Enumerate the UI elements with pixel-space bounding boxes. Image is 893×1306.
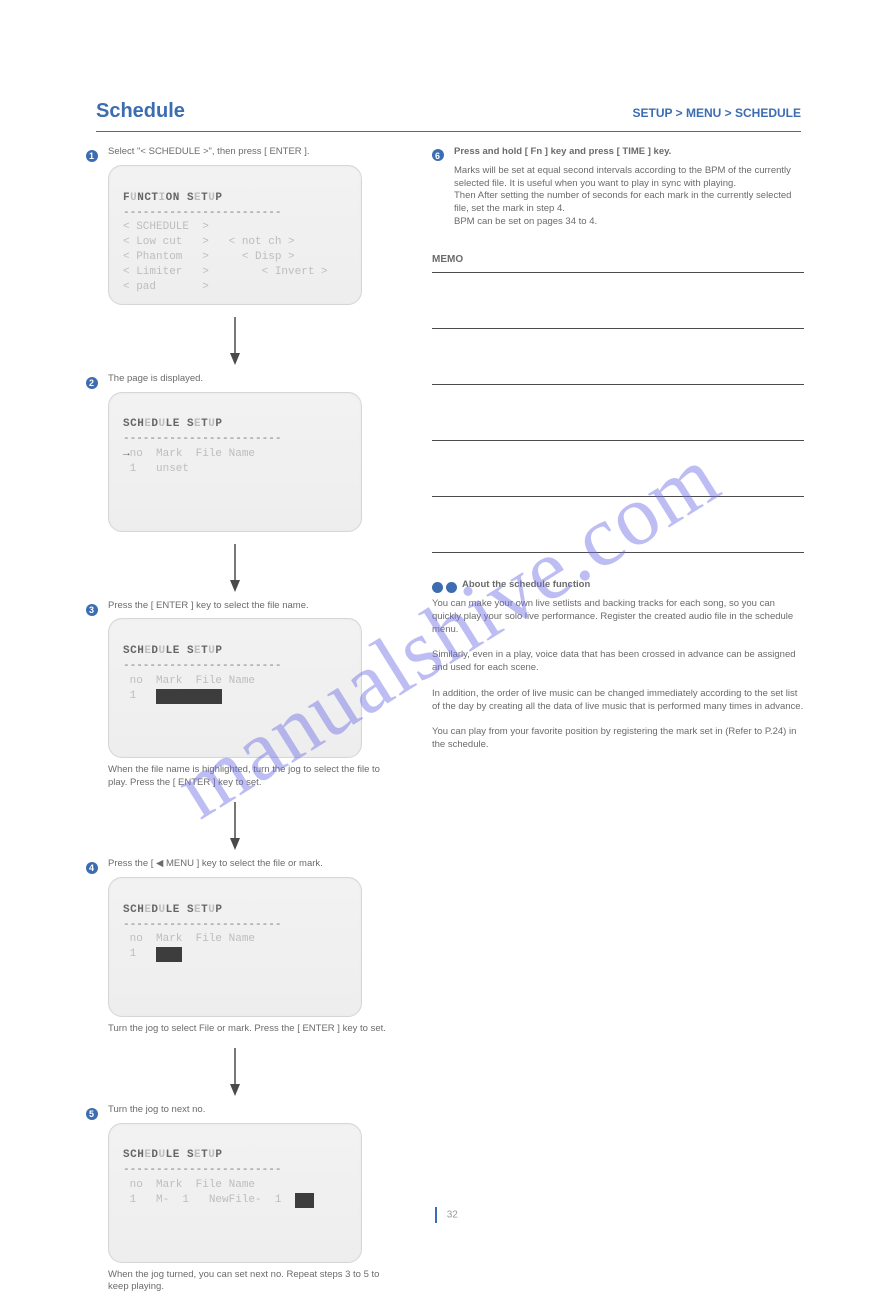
step-6: 6 Press and hold [ Fn ] key and press [ … (432, 146, 804, 229)
page-number: 32 (447, 1209, 458, 1220)
step-text-bottom: When the file name is highlighted, turn … (108, 764, 386, 790)
left-column: 1 Select "< SCHEDULE >", then press [ EN… (86, 146, 386, 1306)
lcd-screen-4: SCHEDULE SETUP ------------------------ … (108, 877, 362, 1017)
step-text: Press and hold [ Fn ] key and press [ TI… (454, 146, 804, 159)
lcd-screen-2: SCHEDULE SETUP ------------------------ … (108, 392, 362, 532)
lcd-screen-3: SCHEDULE SETUP ------------------------ … (108, 618, 362, 758)
page-header: Schedule SETUP > MENU > SCHEDULE (96, 98, 801, 132)
memo-line (432, 440, 804, 496)
step-1: 1 Select "< SCHEDULE >", then press [ EN… (86, 146, 386, 305)
breadcrumb: SETUP > MENU > SCHEDULE (633, 105, 801, 121)
memo-label: MEMO (432, 253, 804, 267)
step-number: 4 (89, 862, 94, 874)
flow-arrow (108, 544, 362, 600)
step-number: 6 (435, 150, 440, 162)
flow-arrow (108, 802, 362, 858)
memo-line (432, 272, 804, 328)
step-2: 2 The page is displayed. SCHEDULE SETUP … (86, 373, 386, 532)
memo-line (432, 384, 804, 440)
lcd-screen-5: SCHEDULE SETUP ------------------------ … (108, 1123, 362, 1263)
right-column: 6 Press and hold [ Fn ] key and press [ … (432, 146, 804, 764)
flow-arrow (108, 1048, 362, 1104)
highlighted-field: PLY (295, 1193, 315, 1208)
highlighted-field: NewFile-01 (156, 689, 222, 704)
memo-line (432, 328, 804, 384)
step-number: 3 (89, 604, 94, 616)
about-title: About the schedule function (462, 579, 804, 592)
step-text: The page is displayed. (108, 373, 386, 386)
lcd-screen-1: FUNCTION SETUP ------------------------ … (108, 165, 362, 305)
header-rule (96, 131, 801, 132)
step-text: Select "< SCHEDULE >", then press [ ENTE… (108, 146, 386, 159)
flow-arrow (108, 317, 362, 373)
step-text: Turn the jog to next no. (108, 1104, 386, 1117)
memo-line (432, 552, 804, 553)
about-body: You can make your own live setlists and … (432, 598, 804, 752)
memo-section: MEMO (432, 253, 804, 554)
step-text: Press the [ ENTER ] key to select the fi… (108, 600, 386, 613)
page-title: Schedule (96, 98, 185, 125)
step-5: 5 Turn the jog to next no. SCHEDULE SETU… (86, 1104, 386, 1294)
step-text-bottom: Turn the jog to select File or mark. Pre… (108, 1023, 386, 1036)
highlighted-field: File (156, 947, 182, 962)
step-number: 5 (89, 1108, 94, 1120)
step-text: Press the [ ◀ MENU ] key to select the f… (108, 858, 386, 871)
step-number: 2 (89, 377, 94, 389)
page-footer: 32 (0, 1207, 893, 1223)
step-3: 3 Press the [ ENTER ] key to select the … (86, 600, 386, 790)
double-bullet-icon (432, 582, 457, 593)
step-text-bottom: When the jog turned, you can set next no… (108, 1269, 386, 1295)
step-body: Marks will be set at equal second interv… (454, 165, 804, 229)
about-block: About the schedule function You can make… (432, 579, 804, 752)
footer-bar-icon (435, 1207, 437, 1223)
step-number: 1 (89, 150, 94, 162)
step-4: 4 Press the [ ◀ MENU ] key to select the… (86, 858, 386, 1036)
memo-line (432, 496, 804, 552)
